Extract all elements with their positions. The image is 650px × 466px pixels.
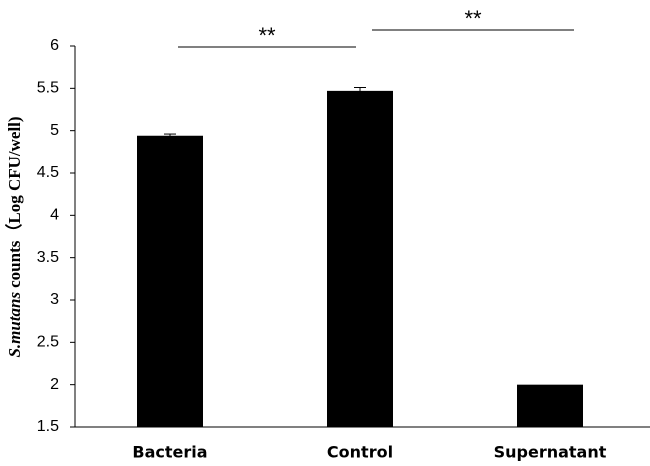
- y-tick-label: 4.5: [37, 164, 59, 181]
- y-axis-label: S.mutans counts（Log CFU/well): [4, 116, 24, 357]
- y-tick-label: 5: [50, 122, 59, 139]
- y-tick-label: 4: [50, 207, 59, 224]
- x-tick-label: Bacteria: [132, 443, 207, 462]
- y-tick-label: 2.5: [37, 334, 59, 351]
- y-tick-label: 1.5: [37, 418, 59, 435]
- y-tick-label: 3.5: [37, 249, 59, 266]
- significance-label: **: [464, 6, 482, 31]
- y-tick-label: 5.5: [37, 80, 59, 97]
- x-tick-label: Control: [327, 443, 393, 462]
- x-tick-label: Supernatant: [494, 443, 607, 462]
- y-label-rest: counts（Log CFU/well): [4, 116, 24, 287]
- bar: [327, 90, 393, 427]
- y-tick-label: 6: [50, 37, 59, 54]
- y-label-italic: S.mutans: [5, 291, 24, 357]
- significance-label: **: [258, 23, 276, 48]
- y-tick-label: 2: [50, 376, 59, 393]
- y-tick-label: 3: [50, 291, 59, 308]
- bar: [137, 135, 203, 427]
- bar: [517, 384, 583, 427]
